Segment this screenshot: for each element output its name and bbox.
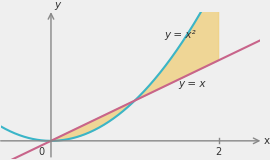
Text: x: x xyxy=(264,136,270,146)
Text: y = x²: y = x² xyxy=(164,30,196,40)
Text: 2: 2 xyxy=(215,148,222,157)
Text: y: y xyxy=(54,0,60,10)
Text: y = x: y = x xyxy=(178,79,206,88)
Text: 0: 0 xyxy=(38,148,44,157)
